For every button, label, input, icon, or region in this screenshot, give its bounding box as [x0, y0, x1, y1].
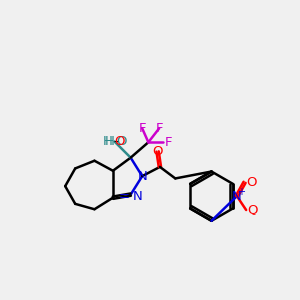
- Text: F: F: [155, 122, 163, 135]
- Text: O: O: [246, 176, 256, 189]
- Text: O: O: [152, 145, 163, 158]
- Text: O: O: [248, 203, 258, 217]
- Text: H: H: [105, 135, 115, 148]
- Text: O: O: [116, 135, 127, 148]
- Text: O: O: [114, 135, 124, 148]
- Text: H: H: [103, 135, 113, 148]
- Text: -: -: [252, 209, 256, 219]
- Text: +: +: [238, 187, 245, 197]
- Text: N: N: [232, 190, 242, 203]
- Text: =: =: [119, 190, 130, 203]
- Text: -: -: [113, 135, 118, 148]
- Text: N: N: [137, 169, 147, 183]
- Text: F: F: [138, 122, 146, 135]
- Text: F: F: [164, 136, 172, 149]
- Text: N: N: [133, 190, 143, 203]
